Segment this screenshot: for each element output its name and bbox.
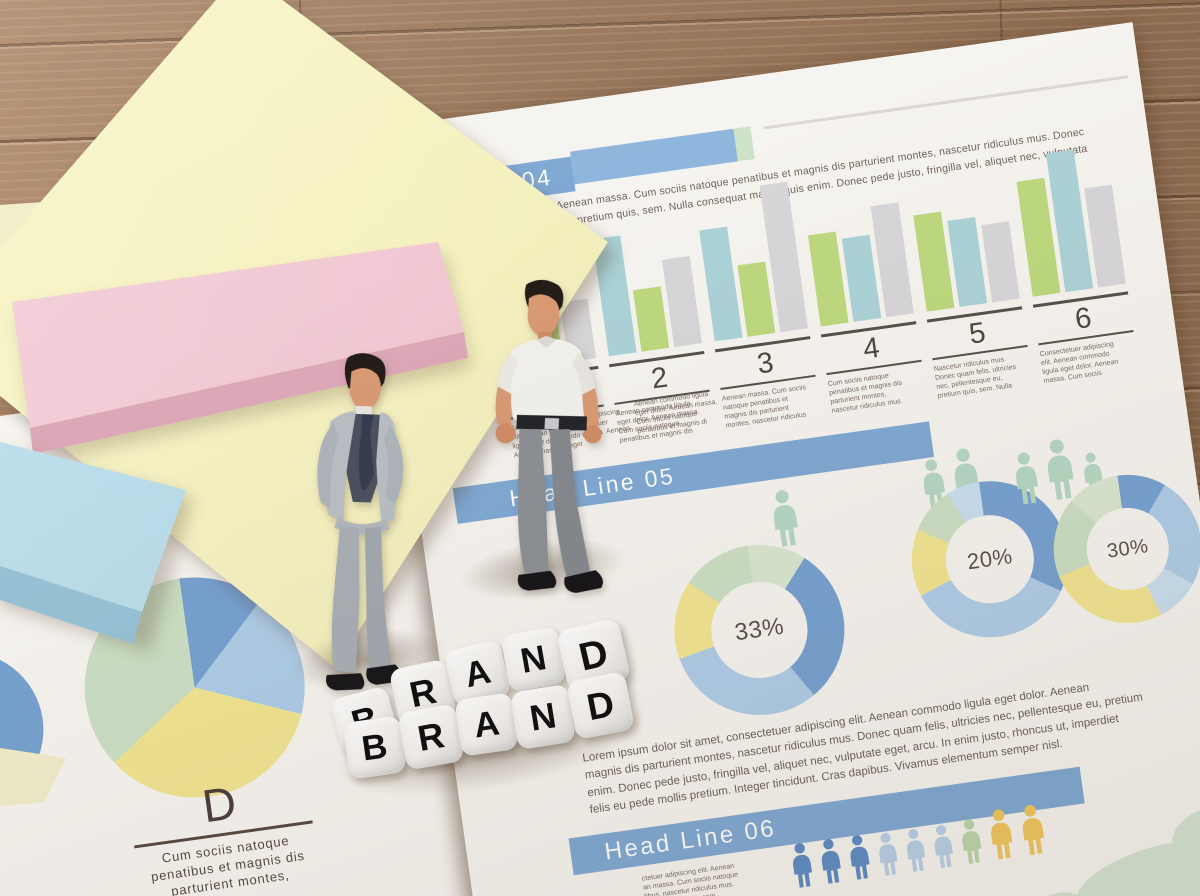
figurine-shoe-left — [517, 570, 557, 591]
die-letter: R — [414, 714, 448, 759]
person-icon-wrap — [873, 831, 904, 883]
person-icon-wrap — [787, 841, 819, 895]
die-letter: D — [583, 682, 618, 728]
die-letter: A — [471, 702, 502, 746]
die-letter: B — [359, 725, 390, 769]
person-icon-wrap — [901, 827, 932, 879]
person-icon-wrap — [956, 817, 988, 871]
person-icon-wrap — [928, 823, 959, 875]
person-icon — [850, 835, 870, 880]
person-icon — [793, 843, 813, 888]
people-pictogram-row — [786, 802, 1051, 895]
die-letter: N — [526, 694, 559, 739]
person-icon — [934, 825, 953, 869]
letter-die: D — [565, 670, 636, 741]
figurine-tie — [358, 414, 374, 491]
person-icon — [1016, 452, 1038, 505]
figurine-fist-left — [495, 423, 516, 444]
figurine-face — [527, 294, 560, 337]
person-icon — [991, 809, 1013, 860]
letter-die: R — [397, 703, 465, 771]
person-icon — [821, 839, 841, 884]
figurine-shirt — [509, 339, 589, 427]
person-icon — [879, 832, 898, 876]
figurine-trouser-left — [517, 428, 549, 573]
figurine-shirt-collar — [536, 335, 557, 348]
person-icon-wrap — [844, 833, 876, 887]
businessman-figurine-suit — [317, 353, 404, 691]
die-letter: A — [460, 651, 495, 695]
person-icon-wrap — [1015, 802, 1051, 862]
person-icon — [907, 829, 926, 872]
letter-die: A — [454, 692, 519, 757]
person-icon-wrap — [1008, 450, 1045, 512]
person-icon — [773, 490, 798, 547]
letter-die: B — [342, 715, 407, 780]
person-icon — [1022, 804, 1045, 855]
die-letter: N — [517, 637, 550, 681]
letter-die: N — [500, 626, 567, 693]
people-icons-group — [765, 487, 805, 554]
businessman-figurine-shirt — [495, 279, 603, 593]
figurine-shoe-left — [326, 673, 365, 691]
figurine-shoe-right — [564, 570, 603, 593]
person-icon-wrap — [765, 487, 805, 554]
figurine-face — [349, 368, 381, 411]
person-icon-wrap — [815, 837, 847, 891]
figurine-sleeve-left — [497, 353, 519, 395]
figurine-trouser-right — [549, 429, 591, 578]
donut-chart-row: 33% 20% 30% — [365, 22, 1200, 726]
main-infographic-page: Head Line 04 ean commodo ligula eget dol… — [365, 22, 1200, 896]
figurine-belt-buckle — [544, 417, 560, 430]
people-icons-group — [1007, 433, 1108, 512]
person-icon-wrap — [1039, 437, 1082, 508]
letter-die: N — [509, 683, 577, 751]
figurine-trouser-right — [364, 526, 392, 669]
person-icon-wrap — [984, 807, 1020, 867]
figurine-trouser-left — [331, 525, 360, 673]
person-icon — [962, 819, 982, 864]
figurine-fist-right — [583, 425, 602, 444]
figurine-arm-left — [317, 423, 340, 510]
figurine-sleeve-right — [572, 352, 596, 395]
figurine-arm-right — [384, 425, 404, 504]
person-icon — [1047, 439, 1074, 500]
figurine-forearm-left — [495, 386, 512, 428]
die-letter: D — [574, 630, 612, 680]
